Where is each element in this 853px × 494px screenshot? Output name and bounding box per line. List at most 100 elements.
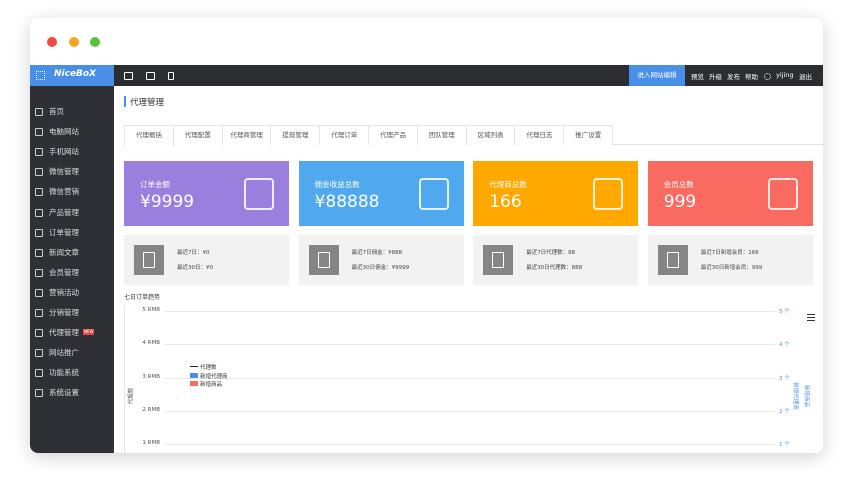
- topbar-link[interactable]: 发布: [727, 73, 740, 81]
- y-tick-label: 5 RMB: [142, 307, 160, 313]
- sidebar-item[interactable]: 网站推广: [49, 348, 79, 358]
- info-stat: 最近30日佣金：¥9999: [351, 265, 410, 271]
- tab[interactable]: 代理日志: [514, 125, 565, 145]
- y-tick-label: 3 RMB: [142, 373, 160, 380]
- sidebar-icon: [35, 369, 43, 378]
- sidebar-item[interactable]: 营销活动: [49, 287, 79, 297]
- sidebar: [30, 86, 114, 453]
- card-label: 代理商总数: [489, 180, 527, 189]
- sidebar-icon: [35, 268, 43, 277]
- edit-button[interactable]: 进入网站编辑: [629, 65, 685, 86]
- card-label: 佣金收益总数: [314, 180, 360, 189]
- sidebar-item[interactable]: 新闻文章: [49, 247, 79, 257]
- sidebar-item[interactable]: 分销管理: [49, 308, 79, 317]
- device-icon[interactable]: [124, 72, 133, 80]
- topbar-link[interactable]: 升级: [709, 73, 722, 81]
- logo-grid: [36, 71, 45, 80]
- device-icon[interactable]: [146, 72, 155, 80]
- y-axis-label: 代理数: [128, 387, 135, 405]
- sidebar-icon: [35, 208, 43, 217]
- y2-axis-label: 新增代理商: [791, 382, 798, 410]
- legend-item[interactable]: 新增代理商: [200, 373, 228, 380]
- logout-link[interactable]: 退出: [799, 73, 812, 81]
- sidebar-icon: [35, 188, 43, 197]
- sidebar-item[interactable]: 手机网站: [49, 147, 79, 157]
- tab[interactable]: 推广设置: [563, 125, 614, 145]
- y2-tick-label: 1 个: [779, 442, 790, 449]
- card-label: 订单金额: [140, 180, 170, 189]
- menu-icon[interactable]: [807, 314, 815, 321]
- card-value: 166: [489, 192, 522, 212]
- y-tick-label: 4 RMB: [142, 340, 160, 347]
- tab[interactable]: 代理配置: [172, 125, 223, 145]
- info-stat: 最近7日代理数：88: [526, 250, 576, 256]
- new-badge: NEW: [83, 329, 95, 336]
- tab[interactable]: 提现管理: [270, 125, 321, 145]
- sidebar-icon: [35, 228, 43, 237]
- info-icon: [134, 245, 164, 275]
- card-icon: [418, 178, 449, 210]
- grid-line: [165, 444, 775, 446]
- tab-active[interactable]: 代理概括: [124, 125, 174, 147]
- legend-item[interactable]: 代理数: [200, 365, 217, 371]
- sidebar-item[interactable]: 系统设置: [49, 388, 79, 398]
- sidebar-item[interactable]: 订单管理: [49, 227, 79, 237]
- card-value: ¥88888: [314, 192, 380, 212]
- tab[interactable]: 代理产品: [368, 125, 418, 145]
- y-tick-label: 1 RMB: [142, 440, 160, 447]
- tab[interactable]: 代理订单: [319, 125, 370, 145]
- menu-icon-mid: [807, 316, 815, 318]
- topbar-link[interactable]: 预览: [691, 73, 704, 81]
- card-label: 会员总数: [663, 180, 694, 189]
- sidebar-item[interactable]: 功能系统: [49, 368, 79, 378]
- sidebar-icon: [35, 248, 43, 257]
- y2-tick-label: 4 个: [779, 342, 790, 349]
- tab[interactable]: 团队管理: [416, 125, 467, 145]
- sidebar-icon: [35, 288, 43, 297]
- sidebar-item[interactable]: 微信管理: [49, 167, 79, 177]
- tab[interactable]: 代理商管理: [221, 125, 272, 145]
- maximize-dot[interactable]: [90, 37, 100, 47]
- grid-line: [165, 311, 775, 312]
- sidebar-icon: [35, 309, 43, 317]
- info-icon-doc: [492, 252, 505, 268]
- close-dot[interactable]: [47, 37, 57, 47]
- topbar-link[interactable]: 帮助: [745, 73, 758, 81]
- user-name[interactable]: yijing: [776, 71, 794, 79]
- tab[interactable]: 区域列表: [465, 125, 516, 145]
- info-icon-doc: [317, 252, 330, 268]
- info-icon: [657, 245, 688, 275]
- sidebar-item[interactable]: 代理管理: [49, 328, 79, 338]
- grid-line: [165, 377, 775, 379]
- chart-box: [124, 305, 816, 453]
- legend-swatch: [190, 372, 198, 378]
- card-value: 999: [663, 192, 697, 212]
- page-title: 代理管理: [130, 98, 165, 108]
- sidebar-icon: [35, 349, 43, 358]
- legend-swatch: [190, 366, 198, 367]
- y2-tick-label: 2 个: [779, 408, 790, 415]
- device-icon[interactable]: [168, 72, 174, 80]
- card-icon: [767, 178, 798, 210]
- sidebar-item[interactable]: 会员管理: [49, 267, 79, 277]
- topbar: [30, 65, 823, 86]
- info-icon: [308, 245, 339, 275]
- info-stat: 最近7日新增会员：166: [700, 250, 759, 256]
- stat-card: [473, 161, 639, 226]
- card-icon: [593, 178, 624, 210]
- settings-icon[interactable]: [764, 73, 771, 80]
- legend-item[interactable]: 新增商品: [200, 382, 223, 388]
- info-stat: 最近7日：¥0: [177, 250, 210, 256]
- sidebar-item[interactable]: 微信营销: [49, 187, 79, 197]
- sidebar-item[interactable]: 电脑网站: [49, 127, 79, 137]
- info-icon-doc: [666, 252, 679, 268]
- grid-line: [165, 410, 775, 412]
- sidebar-item[interactable]: 首页: [49, 107, 64, 116]
- info-icon-doc: [143, 252, 155, 268]
- card-icon: [244, 178, 274, 210]
- info-icon: [483, 245, 514, 275]
- sidebar-item[interactable]: 产品管理: [49, 207, 79, 217]
- sidebar-icon: [35, 168, 43, 177]
- minimize-dot[interactable]: [69, 37, 79, 47]
- sidebar-icon: [35, 108, 43, 116]
